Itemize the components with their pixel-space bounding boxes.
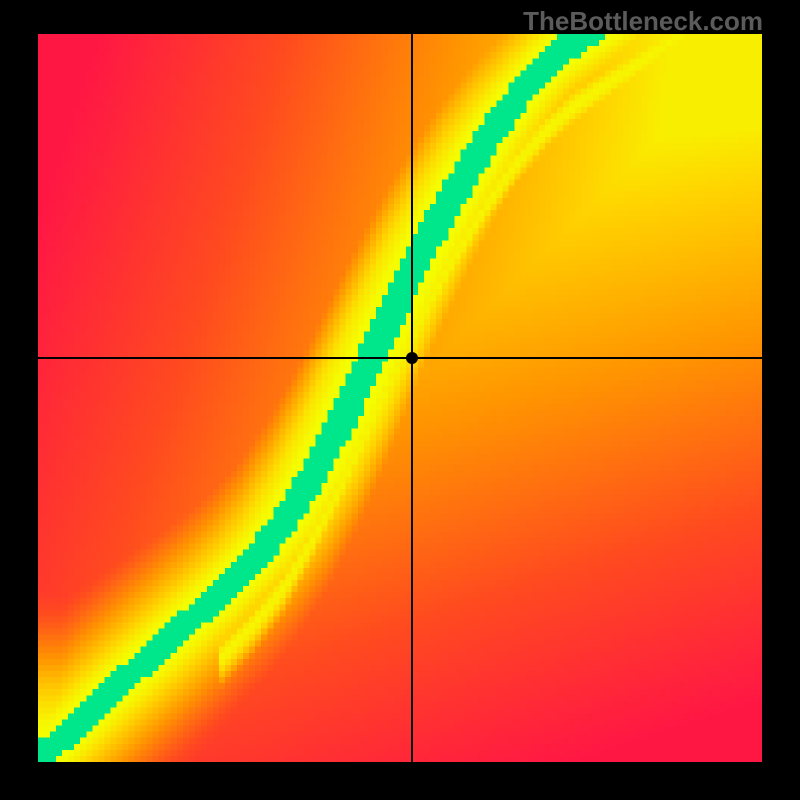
watermark-label: TheBottleneck.com bbox=[523, 6, 763, 37]
bottleneck-heatmap bbox=[38, 34, 762, 762]
crosshair-vertical bbox=[411, 34, 413, 762]
crosshair-horizontal bbox=[38, 357, 762, 359]
